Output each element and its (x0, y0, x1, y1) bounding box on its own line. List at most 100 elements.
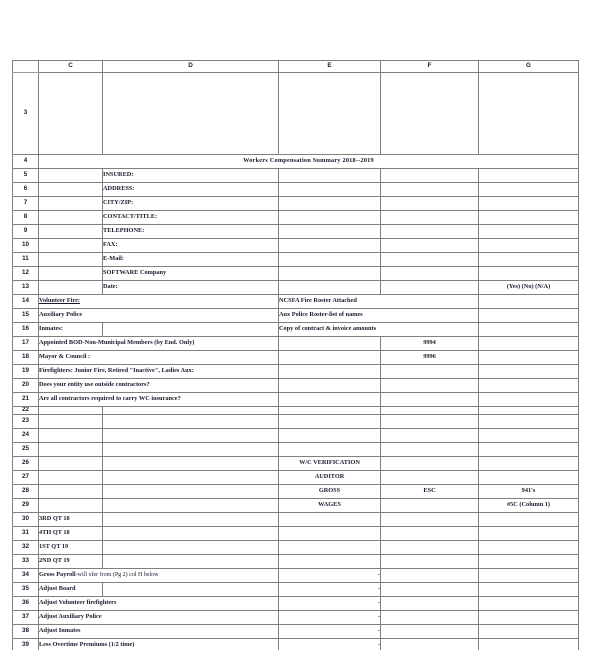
input-software-company-2[interactable] (380, 266, 479, 281)
cell-e20[interactable] (278, 378, 381, 393)
input-date-2[interactable] (380, 280, 479, 295)
cell-g11[interactable] (478, 252, 579, 267)
value-gross-payroll[interactable]: - (278, 567, 381, 583)
cell-d30[interactable] (102, 511, 279, 527)
input-insured-2[interactable] (380, 168, 479, 183)
cell-e18[interactable] (278, 350, 381, 365)
cell-e25[interactable] (278, 441, 381, 457)
cell-f37[interactable] (380, 609, 479, 625)
row-header-27[interactable]: 27 (12, 469, 39, 485)
value-adjust-volunteer-firefighters[interactable]: - (278, 595, 381, 611)
table-row[interactable]: 11 E-Mail: (12, 252, 579, 267)
cell-e32[interactable] (278, 539, 381, 555)
row-header-36[interactable]: 36 (12, 595, 39, 611)
select-all-corner[interactable] (12, 60, 39, 73)
row-header-33[interactable]: 33 (12, 553, 39, 569)
input-email-2[interactable] (380, 252, 479, 267)
cell-g39[interactable] (478, 637, 579, 650)
cell-c8[interactable] (38, 210, 103, 225)
input-telephone[interactable] (278, 224, 381, 239)
cell-g12[interactable] (478, 266, 579, 281)
cell-f35[interactable] (380, 581, 479, 597)
table-row[interactable]: 33 2ND QT 19 (12, 553, 579, 569)
table-row[interactable]: 27 AUDITOR (12, 469, 579, 485)
table-row[interactable]: 8 CONTACT/TITLE: (12, 210, 579, 225)
cell-g27[interactable] (478, 469, 579, 485)
row-header-14[interactable]: 14 (12, 294, 39, 309)
table-row[interactable]: 6 ADDRESS: (12, 182, 579, 197)
cell-f25[interactable] (380, 441, 479, 457)
cell-e30[interactable] (278, 511, 381, 527)
input-fax-2[interactable] (380, 238, 479, 253)
row-header-25[interactable]: 25 (12, 441, 39, 457)
row-header-24[interactable]: 24 (12, 427, 39, 443)
table-row[interactable]: 17 Appointed BOD-Non-Municipal Members (… (12, 336, 579, 351)
table-row[interactable]: 34 Gross Payroll-will xfer from (Pg 2) c… (12, 567, 579, 583)
table-row[interactable]: 5 INSURED: (12, 168, 579, 183)
answer-volunteer-fire[interactable] (478, 294, 579, 309)
column-header-e[interactable]: E (278, 60, 381, 73)
row-header-23[interactable]: 23 (12, 413, 39, 429)
cell-g37[interactable] (478, 609, 579, 625)
row-header-12[interactable]: 12 (12, 266, 39, 281)
row-header-13[interactable]: 13 (12, 280, 39, 295)
cell-g8[interactable] (478, 210, 579, 225)
table-row[interactable]: 19 Firefighters: Junior Fire, Retired "I… (12, 364, 579, 379)
cell-f29[interactable] (380, 497, 479, 513)
cell-f19[interactable] (380, 364, 479, 379)
row-header-32[interactable]: 32 (12, 539, 39, 555)
cell-g6[interactable] (478, 182, 579, 197)
cell-g22[interactable] (478, 406, 579, 415)
row-header-31[interactable]: 31 (12, 525, 39, 541)
row-header-38[interactable]: 38 (12, 623, 39, 639)
table-row[interactable]: 3 (12, 72, 579, 155)
answer-appointed-bod[interactable] (478, 336, 579, 351)
answer-auxiliary-police[interactable] (478, 308, 579, 323)
input-fax[interactable] (278, 238, 381, 253)
cell-e19[interactable] (278, 364, 381, 379)
input-contact-title[interactable] (278, 210, 381, 225)
column-header-d[interactable]: D (102, 60, 279, 73)
cell-d25[interactable] (102, 441, 279, 457)
cell-f21[interactable] (380, 392, 479, 407)
cell-e21[interactable] (278, 392, 381, 407)
row-header-6[interactable]: 6 (12, 182, 39, 197)
cell-g26[interactable] (478, 455, 579, 471)
input-software-company[interactable] (278, 266, 381, 281)
cell-c10[interactable] (38, 238, 103, 253)
cell-f27[interactable] (380, 469, 479, 485)
cell-c26[interactable] (38, 455, 103, 471)
input-email[interactable] (278, 252, 381, 267)
input-date[interactable] (278, 280, 381, 295)
table-row[interactable]: 39 Less Overtime Premiums (1/2 time) - (12, 637, 579, 650)
cell-f23[interactable] (380, 413, 479, 429)
cell-g9[interactable] (478, 224, 579, 239)
cell-d29[interactable] (102, 497, 279, 513)
row-header-9[interactable]: 9 (12, 224, 39, 239)
table-row[interactable]: 20 Does your entity use outside contract… (12, 378, 579, 393)
table-row[interactable]: 7 CITY/ZIP: (12, 196, 579, 211)
cell-g10[interactable] (478, 238, 579, 253)
input-address-2[interactable] (380, 182, 479, 197)
table-row[interactable]: 36 Adjust Volunteer firefighters - (12, 595, 579, 611)
value-adjust-board[interactable]: - (278, 581, 381, 597)
worksheet-grid[interactable]: C D E F G 3 4 Workers Compensation Summa… (12, 60, 579, 650)
cell-f38[interactable] (380, 623, 479, 639)
cell-c29[interactable] (38, 497, 103, 513)
row-header-19[interactable]: 19 (12, 364, 39, 379)
input-esc-3rd-qt-18[interactable] (380, 511, 479, 527)
table-row[interactable]: 37 Adjust Auxiliary Police - (12, 609, 579, 625)
cell-c12[interactable] (38, 266, 103, 281)
cell-e17[interactable] (278, 336, 381, 351)
table-row[interactable]: 21 Are all contractors required to carry… (12, 392, 579, 407)
table-row[interactable]: 22 (12, 406, 579, 415)
row-header-22[interactable]: 22 (12, 406, 39, 415)
table-row[interactable]: 13 Date: (Yes) (No) (N/A) (12, 280, 579, 295)
value-adjust-inmates[interactable]: - (278, 623, 381, 639)
cell-g34[interactable] (478, 567, 579, 583)
cell-c5[interactable] (38, 168, 103, 183)
cell-d31[interactable] (102, 525, 279, 541)
row-header-37[interactable]: 37 (12, 609, 39, 625)
row-header-15[interactable]: 15 (12, 308, 39, 323)
row-header-29[interactable]: 29 (12, 497, 39, 513)
